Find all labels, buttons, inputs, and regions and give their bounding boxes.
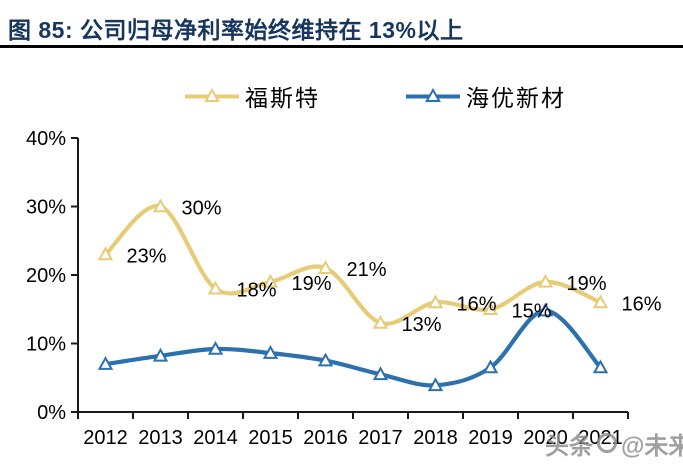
data-point-marker xyxy=(592,359,609,374)
series-line-1 xyxy=(103,308,603,388)
data-point-marker xyxy=(372,314,389,329)
x-axis-label: 2015 xyxy=(248,427,293,449)
data-point-marker xyxy=(317,352,334,367)
legend-item-0: 福斯特 xyxy=(185,79,320,113)
data-point-marker xyxy=(537,273,554,288)
y-axis-label: 40% xyxy=(26,128,66,150)
chart-legend: 福斯特 海优新材 xyxy=(34,79,683,113)
legend-line-marker-icon xyxy=(185,87,239,102)
x-axis-label: 2019 xyxy=(468,427,513,449)
data-label: 13% xyxy=(402,314,442,336)
data-point-marker xyxy=(152,347,169,362)
circle-logo-icon xyxy=(597,433,617,453)
data-label: 16% xyxy=(622,293,662,315)
y-axis-label: 10% xyxy=(26,334,66,356)
legend-label: 海优新材 xyxy=(466,85,566,111)
data-label: 19% xyxy=(292,273,332,295)
x-axis-label: 2013 xyxy=(138,427,183,449)
data-label: 16% xyxy=(457,293,497,315)
data-label: 23% xyxy=(127,245,167,267)
legend-label: 福斯特 xyxy=(245,85,320,111)
watermark: 头条 @未来智库 xyxy=(545,427,683,460)
watermark-text-right: @未来智库 xyxy=(621,432,683,460)
y-axis-label: 0% xyxy=(37,402,66,424)
data-label: 21% xyxy=(347,259,387,281)
data-point-marker xyxy=(262,273,279,288)
legend-line-marker-icon xyxy=(406,87,460,102)
data-label: 18% xyxy=(237,280,277,302)
data-point-marker xyxy=(207,280,224,295)
data-point-marker xyxy=(482,301,499,316)
data-point-marker xyxy=(262,345,279,359)
legend-triangle-icon xyxy=(425,87,441,102)
x-axis-label: 2020 xyxy=(523,427,568,449)
data-point-marker xyxy=(482,359,499,374)
data-point-marker xyxy=(152,198,169,213)
data-point-marker xyxy=(592,294,609,309)
data-point-marker xyxy=(537,302,554,317)
figure-title: 图 85: 公司归母净利率始终维持在 13%以上 xyxy=(8,17,464,43)
legend-item-1: 海优新材 xyxy=(406,79,566,113)
watermark-text-left: 头条 xyxy=(545,432,593,460)
x-axis-label: 2018 xyxy=(413,427,458,449)
y-axis-label: 30% xyxy=(26,197,66,219)
data-label: 19% xyxy=(567,273,607,295)
x-axis-label: 2016 xyxy=(303,427,348,449)
data-label: 15% xyxy=(512,300,552,322)
data-point-marker xyxy=(207,340,224,355)
data-point-marker xyxy=(97,355,114,370)
title-divider xyxy=(0,45,683,48)
data-point-marker xyxy=(317,260,334,274)
data-point-marker xyxy=(97,246,114,261)
x-axis-label: 2012 xyxy=(83,427,128,449)
data-point-marker xyxy=(427,294,444,309)
x-axis-label: 2014 xyxy=(193,427,238,449)
data-label: 30% xyxy=(182,198,222,220)
data-point-marker xyxy=(427,377,444,392)
series-line-0 xyxy=(103,204,603,326)
data-point-marker xyxy=(372,366,389,381)
legend-triangle-icon xyxy=(204,87,220,102)
x-axis-label: 2017 xyxy=(358,427,403,449)
y-axis-label: 20% xyxy=(26,265,66,287)
